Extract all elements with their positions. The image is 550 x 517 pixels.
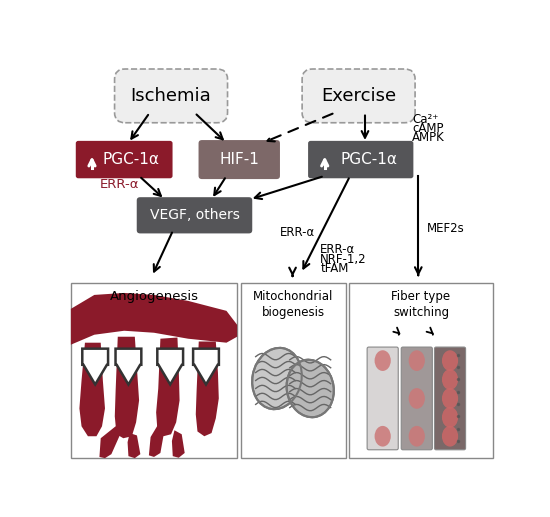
FancyBboxPatch shape bbox=[137, 197, 252, 233]
Text: MEF2s: MEF2s bbox=[427, 222, 465, 235]
Text: Mitochondrial
biogenesis: Mitochondrial biogenesis bbox=[253, 290, 333, 319]
Text: ERR-α: ERR-α bbox=[320, 243, 355, 256]
Text: HIF-1: HIF-1 bbox=[219, 152, 259, 167]
Ellipse shape bbox=[409, 350, 425, 371]
Polygon shape bbox=[71, 293, 237, 345]
Ellipse shape bbox=[409, 426, 425, 447]
Text: ERR-α: ERR-α bbox=[280, 225, 315, 238]
Ellipse shape bbox=[375, 350, 391, 371]
Text: Exercise: Exercise bbox=[321, 87, 396, 105]
Text: cAMP: cAMP bbox=[412, 122, 443, 135]
Ellipse shape bbox=[252, 348, 302, 409]
Text: AMPK: AMPK bbox=[412, 131, 444, 144]
FancyBboxPatch shape bbox=[199, 140, 280, 179]
Polygon shape bbox=[79, 343, 105, 436]
Text: Fiber type
switching: Fiber type switching bbox=[392, 290, 450, 319]
Ellipse shape bbox=[409, 388, 425, 409]
Polygon shape bbox=[172, 430, 185, 458]
Text: Ischemia: Ischemia bbox=[131, 87, 211, 105]
Polygon shape bbox=[157, 348, 183, 385]
Polygon shape bbox=[196, 342, 219, 436]
FancyBboxPatch shape bbox=[367, 347, 398, 450]
Text: VEGF, others: VEGF, others bbox=[150, 208, 239, 222]
FancyBboxPatch shape bbox=[114, 69, 228, 123]
Ellipse shape bbox=[442, 350, 458, 371]
Polygon shape bbox=[128, 433, 140, 458]
Text: NRF-1,2: NRF-1,2 bbox=[320, 253, 367, 266]
Polygon shape bbox=[156, 338, 179, 436]
Text: PGC-1α: PGC-1α bbox=[341, 152, 398, 167]
Text: Ca²⁺: Ca²⁺ bbox=[412, 113, 438, 126]
FancyBboxPatch shape bbox=[402, 347, 432, 450]
FancyBboxPatch shape bbox=[302, 69, 415, 123]
Text: PGC-1α: PGC-1α bbox=[102, 152, 159, 167]
Ellipse shape bbox=[442, 388, 458, 409]
Polygon shape bbox=[116, 348, 141, 385]
Ellipse shape bbox=[375, 426, 391, 447]
Text: ERR-α: ERR-α bbox=[100, 178, 140, 191]
Ellipse shape bbox=[442, 407, 458, 428]
Bar bbox=[240, 283, 346, 458]
Polygon shape bbox=[115, 337, 139, 438]
Polygon shape bbox=[82, 348, 108, 385]
Bar bbox=[349, 283, 493, 458]
Polygon shape bbox=[100, 427, 122, 458]
Polygon shape bbox=[193, 348, 219, 385]
Polygon shape bbox=[149, 424, 164, 457]
FancyBboxPatch shape bbox=[434, 347, 466, 450]
FancyBboxPatch shape bbox=[308, 141, 414, 178]
Text: Angiogenesis: Angiogenesis bbox=[109, 290, 199, 303]
Ellipse shape bbox=[287, 360, 334, 417]
Ellipse shape bbox=[442, 426, 458, 447]
Text: tFAM: tFAM bbox=[320, 262, 349, 275]
Ellipse shape bbox=[442, 369, 458, 390]
FancyBboxPatch shape bbox=[76, 141, 173, 178]
Bar bbox=[71, 283, 237, 458]
